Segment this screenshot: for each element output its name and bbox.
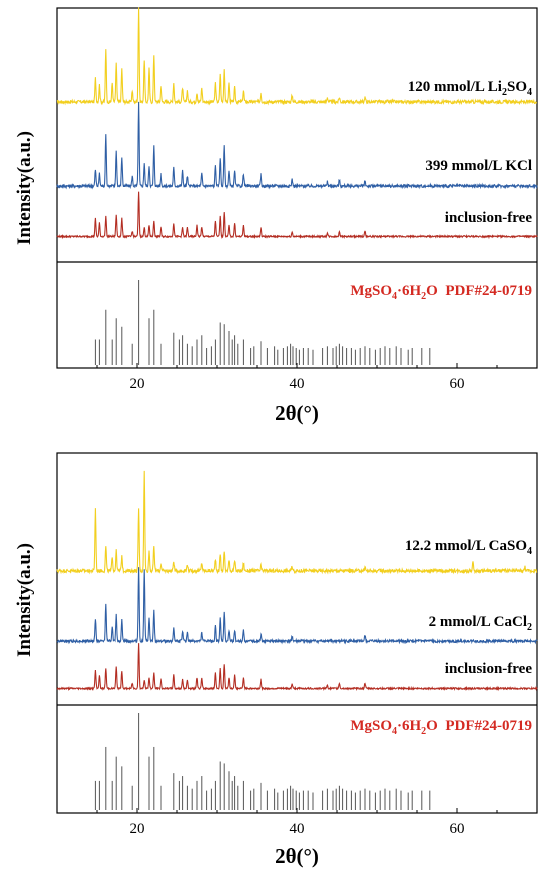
x-tick-label: 20 — [130, 376, 145, 392]
x-tick-label: 60 — [450, 376, 465, 392]
y-axis-title-bottom: Intensity(a.u.) — [14, 543, 35, 657]
x-tick-label: 40 — [290, 376, 305, 392]
series-label-inclusion-free-top: inclusion-free — [445, 210, 533, 226]
series-label-kcl: 399 mmol/L KCl — [425, 158, 532, 174]
reference-lines-bottom — [94, 713, 431, 810]
y-axis-title-top: Intensity(a.u.) — [14, 131, 35, 245]
series-label-cacl2: 2 mmol/L CaCl2 — [429, 614, 532, 633]
series-line-mid — [56, 567, 538, 645]
series-line-low — [56, 643, 538, 692]
series-line-top — [56, 7, 537, 106]
xrd-panel-bottom: 20 40 60 12.2 mmol/L CaSO4 2 mmol/L CaCl2 … — [14, 452, 538, 868]
x-ticks-bottom: 20 40 60 — [96, 808, 498, 837]
trace-group-top — [56, 7, 538, 240]
x-tick-label: 60 — [450, 821, 465, 837]
x-axis-title-bottom: 2θ(°) — [275, 844, 319, 868]
series-label-li2so4: 120 mmol/L Li2SO4 — [408, 79, 532, 98]
series-line-top — [56, 470, 538, 575]
plot-frame-bottom — [56, 452, 538, 814]
trace-group-bottom — [56, 470, 538, 692]
reference-lines-top — [94, 280, 431, 365]
series-label-inclusion-free-bottom: inclusion-free — [445, 661, 533, 677]
series-label-caso4: 12.2 mmol/L CaSO4 — [405, 538, 532, 557]
reference-label-top: MgSO4·6H2O PDF#24-0719 — [350, 283, 532, 302]
x-ticks-top: 20 40 60 — [96, 363, 498, 392]
plot-frame-top — [56, 7, 538, 369]
xrd-panel-top: 20 40 60 120 mmol/L Li2SO4 399 mmol/L KCl … — [14, 7, 538, 425]
reference-label-bottom: MgSO4·6H2O PDF#24-0719 — [350, 718, 532, 737]
x-axis-title-top: 2θ(°) — [275, 401, 319, 425]
x-tick-label: 40 — [290, 821, 305, 837]
x-tick-label: 20 — [130, 821, 145, 837]
series-line-mid — [56, 101, 538, 190]
series-line-low — [56, 191, 538, 240]
